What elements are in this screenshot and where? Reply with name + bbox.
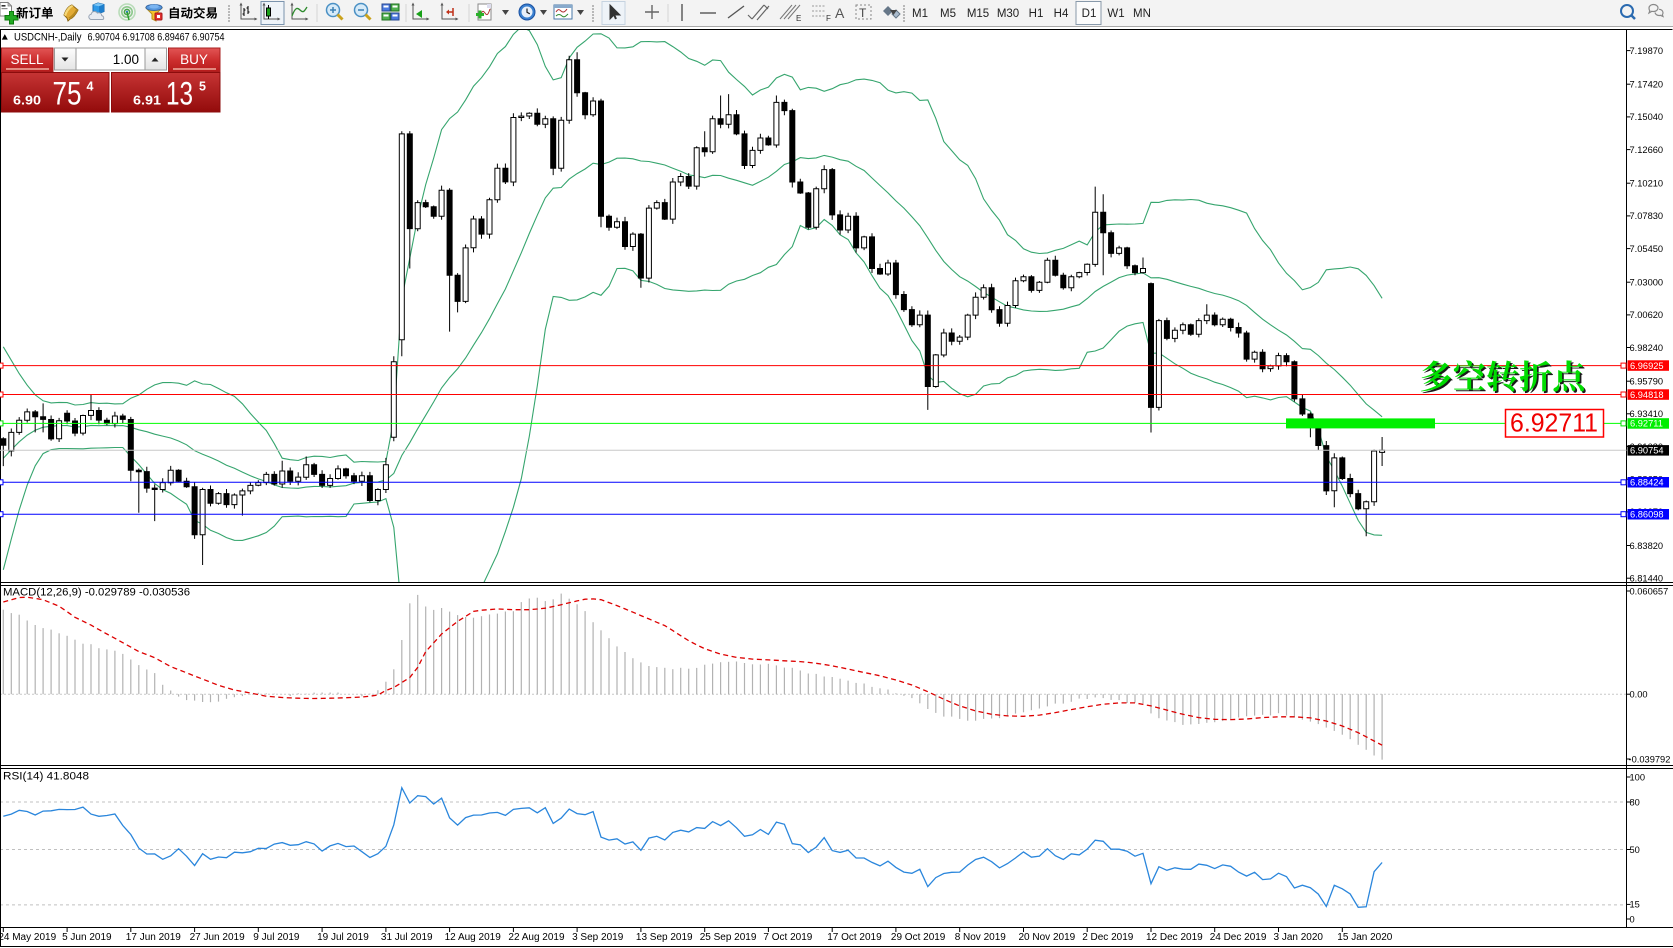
svg-text:50: 50 [1630, 845, 1640, 855]
svg-text:20 Nov 2019: 20 Nov 2019 [1019, 932, 1076, 943]
svg-text:M5: M5 [940, 8, 956, 20]
svg-text:7.17420: 7.17420 [1630, 80, 1664, 90]
svg-text:7.15040: 7.15040 [1630, 112, 1664, 122]
svg-text:M1: M1 [912, 8, 928, 20]
svg-text:2 Dec 2019: 2 Dec 2019 [1082, 932, 1134, 943]
svg-text:-0.039792: -0.039792 [1629, 754, 1671, 764]
svg-text:19 Jul 2019: 19 Jul 2019 [317, 932, 369, 943]
svg-text:H4: H4 [1054, 8, 1069, 20]
svg-text:7.12660: 7.12660 [1630, 145, 1664, 155]
svg-text:6.91: 6.91 [133, 93, 161, 108]
svg-text:3 Sep 2019: 3 Sep 2019 [572, 932, 624, 943]
svg-text:7.05450: 7.05450 [1630, 244, 1664, 254]
svg-text:BUY: BUY [180, 52, 208, 67]
svg-text:6.90704 6.91708 6.89467 6.9075: 6.90704 6.91708 6.89467 6.90754 [88, 32, 225, 44]
svg-text:6.86098: 6.86098 [1630, 510, 1664, 520]
svg-text:6.88424: 6.88424 [1630, 478, 1664, 488]
svg-text:13 Sep 2019: 13 Sep 2019 [636, 932, 693, 943]
svg-text:H1: H1 [1029, 8, 1044, 20]
svg-text:6.83820: 6.83820 [1630, 541, 1664, 551]
svg-text:9 Jul 2019: 9 Jul 2019 [253, 932, 300, 943]
svg-text:RSI(14) 41.8048: RSI(14) 41.8048 [3, 771, 89, 783]
svg-text:0: 0 [1630, 914, 1635, 924]
svg-text:24 May 2019: 24 May 2019 [0, 932, 57, 943]
svg-text:6.98240: 6.98240 [1630, 343, 1664, 353]
svg-text:1.00: 1.00 [113, 52, 139, 67]
svg-text:75: 75 [53, 76, 82, 112]
svg-text:22 Aug 2019: 22 Aug 2019 [508, 932, 565, 943]
svg-text:6.92711: 6.92711 [1510, 408, 1598, 438]
svg-text:100: 100 [1630, 772, 1646, 782]
svg-text:12 Dec 2019: 12 Dec 2019 [1146, 932, 1203, 943]
svg-text:6.90: 6.90 [13, 93, 41, 108]
svg-text:7.10210: 7.10210 [1630, 179, 1664, 189]
svg-text:6.96925: 6.96925 [1630, 361, 1664, 371]
svg-text:7.03000: 7.03000 [1630, 278, 1664, 288]
svg-text:MN: MN [1133, 8, 1151, 20]
svg-text:0.00: 0.00 [1630, 690, 1648, 700]
svg-text:T: T [859, 6, 867, 20]
svg-text:E: E [796, 14, 801, 23]
svg-text:0.060657: 0.060657 [1630, 586, 1669, 596]
svg-text:7.07830: 7.07830 [1630, 211, 1664, 221]
svg-text:A: A [835, 5, 845, 21]
svg-text:3 Jan 2020: 3 Jan 2020 [1274, 932, 1324, 943]
svg-text:27 Jun 2019: 27 Jun 2019 [190, 932, 245, 943]
svg-text:7 Oct 2019: 7 Oct 2019 [763, 932, 812, 943]
svg-text:17 Jun 2019: 17 Jun 2019 [126, 932, 181, 943]
svg-text:6.95790: 6.95790 [1630, 377, 1664, 387]
svg-text:8 Nov 2019: 8 Nov 2019 [955, 932, 1007, 943]
svg-text:5: 5 [199, 80, 206, 94]
svg-text:7.19870: 7.19870 [1630, 46, 1664, 56]
svg-text:12 Aug 2019: 12 Aug 2019 [445, 932, 502, 943]
svg-text:W1: W1 [1107, 8, 1124, 20]
svg-text:F: F [826, 14, 831, 23]
svg-text:24 Dec 2019: 24 Dec 2019 [1210, 932, 1267, 943]
svg-text:USDCNH-,Daily: USDCNH-,Daily [14, 32, 82, 44]
svg-text:6.81440: 6.81440 [1630, 574, 1664, 584]
svg-text:15: 15 [1630, 900, 1640, 910]
svg-text:80: 80 [1630, 797, 1640, 807]
svg-text:7.00620: 7.00620 [1630, 310, 1664, 320]
svg-text:M30: M30 [997, 8, 1019, 20]
svg-text:M15: M15 [967, 8, 989, 20]
svg-text:5 Jun 2019: 5 Jun 2019 [62, 932, 112, 943]
svg-text:15 Jan 2020: 15 Jan 2020 [1337, 932, 1392, 943]
svg-text:13: 13 [166, 76, 193, 112]
svg-text:D1: D1 [1082, 8, 1097, 20]
svg-text:4: 4 [87, 80, 94, 94]
svg-text:6.94818: 6.94818 [1630, 390, 1664, 400]
svg-text:SELL: SELL [10, 52, 44, 67]
svg-text:6.93410: 6.93410 [1630, 409, 1664, 419]
svg-text:29 Oct 2019: 29 Oct 2019 [891, 932, 946, 943]
svg-text:31 Jul 2019: 31 Jul 2019 [381, 932, 433, 943]
svg-text:6.92711: 6.92711 [1630, 419, 1663, 429]
svg-text:25 Sep 2019: 25 Sep 2019 [700, 932, 757, 943]
svg-text:6.90754: 6.90754 [1630, 446, 1664, 456]
svg-text:17 Oct 2019: 17 Oct 2019 [827, 932, 882, 943]
svg-text:MACD(12,26,9) -0.029789 -0.030: MACD(12,26,9) -0.029789 -0.030536 [3, 587, 190, 599]
